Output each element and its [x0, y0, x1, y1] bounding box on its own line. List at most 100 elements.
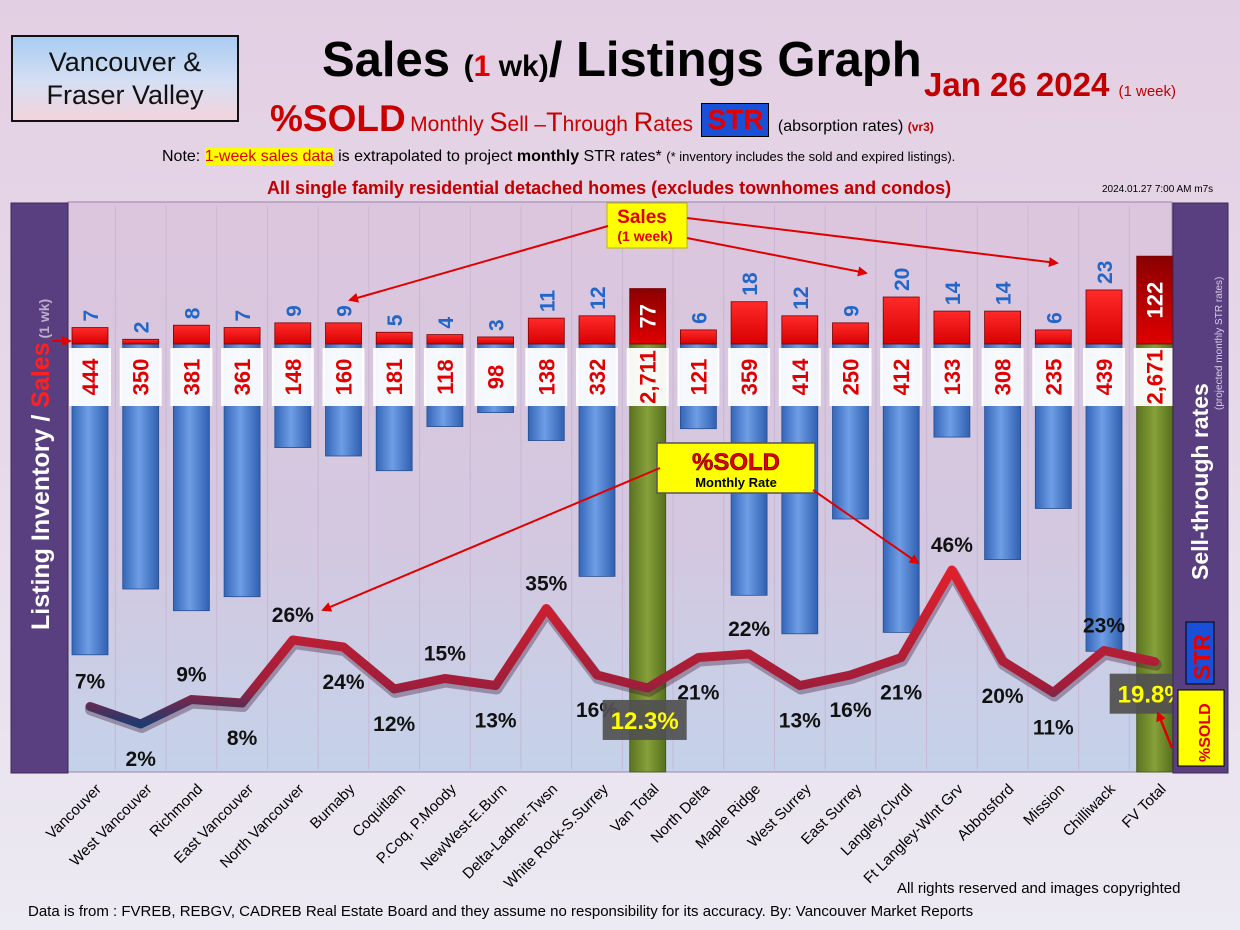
sales-bar-east-surrey	[832, 322, 869, 345]
str-label-west-vancouver: 2%	[126, 748, 157, 771]
subtitle-m3: hrough	[562, 113, 634, 136]
sales-label-chilliwack: 23	[1094, 261, 1117, 284]
category-label-fv-total: FV Total	[1119, 781, 1170, 832]
inventory-label-bg-east-surrey	[829, 348, 872, 406]
str-label-richmond: 9%	[176, 664, 207, 687]
sold-callout-title: %SOLD	[692, 449, 780, 476]
sales-bar-abbotsford	[984, 310, 1021, 345]
subtitle-m4: ates	[653, 113, 693, 136]
sales-label-langley-clvrdl: 20	[891, 268, 914, 291]
inventory-label-north-delta: 121	[686, 359, 711, 396]
str-box-right	[1185, 621, 1215, 685]
sales-bar-chilliwack	[1085, 289, 1123, 345]
inventory-label-vancouver: 444	[78, 358, 103, 395]
sales-callout-box	[606, 202, 688, 249]
page-title: Sales (1 wk)/ Listings Graph	[322, 32, 922, 88]
str-label-delta-ladner-twsn: 35%	[525, 573, 567, 596]
inventory-label-bg-abbotsford	[981, 348, 1024, 406]
sold-arrow-right	[812, 489, 920, 565]
category-label-chilliwack: Chilliwack	[1060, 780, 1120, 840]
left-panel	[10, 202, 69, 774]
sales-label-north-vancouver: 9	[283, 305, 306, 317]
inventory-label-langley-clvrdl: 412	[889, 359, 914, 396]
note-small: (* inventory includes the sold and expir…	[666, 149, 956, 164]
inventory-labels: 444 350 381 361 148 160 181 118 98 138 332 2,711 121…	[69, 348, 1176, 406]
sales-bar-delta-ladner-twsn	[527, 317, 565, 345]
sales-label-north-delta: 6	[688, 312, 711, 324]
sales-bar-east-vancouver	[223, 327, 261, 345]
timestamp: 2024.01.27 7:00 AM m7s	[1102, 184, 1214, 195]
str-label-vancouver: 7%	[75, 671, 106, 694]
sales-bar-ft-langley-wlnt-grv	[933, 310, 971, 345]
scope-note: All single family residential detached h…	[267, 178, 952, 198]
inventory-label-bg-delta-ladner-twsn	[525, 348, 568, 406]
inventory-label-newwest-e-burn: 98	[484, 365, 509, 389]
subtitle: %SOLD Monthly Sell –Through Rates STR (a…	[270, 98, 934, 140]
inventory-label-ft-langley-wlnt-grv: 133	[940, 359, 965, 396]
inventory-label-bg-burnaby	[322, 348, 365, 406]
inventory-label-bg-richmond	[170, 348, 213, 406]
region-badge: Vancouver & Fraser Valley	[11, 35, 239, 122]
inventory-label-bg-north-vancouver	[271, 348, 314, 406]
title-wk: wk)	[490, 50, 549, 83]
subtitle-s: S	[489, 107, 508, 137]
note-mid: is extrapolated to project	[333, 148, 517, 165]
str-label-chilliwack: 23%	[1083, 615, 1125, 638]
sales-label-coquitlam: 5	[384, 314, 407, 326]
inventory-label-bg-maple-ridge	[728, 348, 771, 406]
sales-bar-newwest-e-burn	[477, 336, 515, 345]
report-date: Jan 26 2024 (1 week)	[924, 66, 1176, 104]
str-label-burnaby: 24%	[322, 671, 364, 694]
inventory-label-bg-vancouver	[69, 348, 111, 406]
subtitle-t: T	[546, 107, 563, 137]
inventory-label-bg-van-total	[626, 348, 669, 406]
date-sub: (1 week)	[1118, 83, 1177, 100]
sales-bar-north-vancouver	[274, 322, 312, 345]
sales-bar-north-delta	[680, 329, 717, 345]
sales-callout-sub: (1 week)	[617, 228, 672, 244]
str-label-newwest-e-burn: 13%	[475, 710, 517, 733]
category-label-ft-langley-wlnt-grv: Ft Langley-Wlnt Grv	[860, 780, 967, 887]
sales-bar-van-total	[629, 288, 667, 345]
str-label-east-surrey: 16%	[829, 699, 871, 722]
str-label-van-total: 12.3%	[611, 708, 679, 735]
inventory-label-bg-ft-langley-wlnt-grv	[930, 348, 973, 406]
sales-label-van-total: 77	[636, 304, 661, 328]
note-line: Note: 1-week sales data is extrapolated …	[162, 148, 955, 166]
str-label-ft-langley-wlnt-grv: 46%	[931, 534, 973, 557]
sales-label-east-surrey: 9	[841, 305, 864, 317]
sold-callout-sub: Monthly Rate	[695, 475, 777, 490]
inventory-label-coquitlam: 181	[382, 359, 407, 396]
sales-label-ft-langley-wlnt-grv: 14	[942, 281, 965, 305]
inventory-label-bg-white-rock-s-surrey	[576, 348, 618, 406]
inventory-label-p-coq-p-moody: 118	[433, 359, 458, 395]
category-label-mission: Mission	[1020, 781, 1068, 829]
sales-label-abbotsford: 14	[993, 281, 1016, 305]
inventory-label-bg-chilliwack	[1083, 348, 1125, 406]
inventory-label-maple-ridge: 359	[737, 359, 762, 396]
inventory-label-bg-east-vancouver	[221, 348, 264, 406]
str-label-north-vancouver: 26%	[272, 604, 314, 627]
note-bold: monthly	[516, 148, 580, 165]
sales-bar-langley-clvrdl	[882, 296, 920, 345]
inventory-label-north-vancouver: 148	[281, 359, 306, 396]
inventory-label-mission: 235	[1041, 359, 1066, 396]
subtitle-absorption: (absorption rates)	[777, 118, 904, 135]
inventory-label-bg-west-vancouver	[119, 348, 162, 406]
one-week-label: (1 wk)	[36, 299, 52, 343]
note-highlight: 1-week sales data	[204, 148, 334, 165]
sales-label-delta-ladner-twsn: 11	[536, 290, 559, 313]
sales-bar-p-coq-p-moody	[426, 334, 464, 345]
title-sales: Sales	[322, 33, 464, 87]
str-line-path	[85, 565, 1160, 729]
str-label-north-delta: 21%	[677, 682, 719, 705]
sales-bar-west-surrey	[781, 315, 819, 345]
sales-label-east-vancouver: 7	[232, 310, 255, 322]
category-label-newwest-e-burn: NewWest-E.Burn	[417, 781, 510, 874]
inventory-label-bg-fv-total	[1133, 348, 1176, 406]
sales-callout-title: Sales	[617, 207, 667, 228]
inventory-axis-label: Listing Inventory	[27, 422, 55, 630]
subtitle-sold: %SOLD	[270, 98, 406, 139]
